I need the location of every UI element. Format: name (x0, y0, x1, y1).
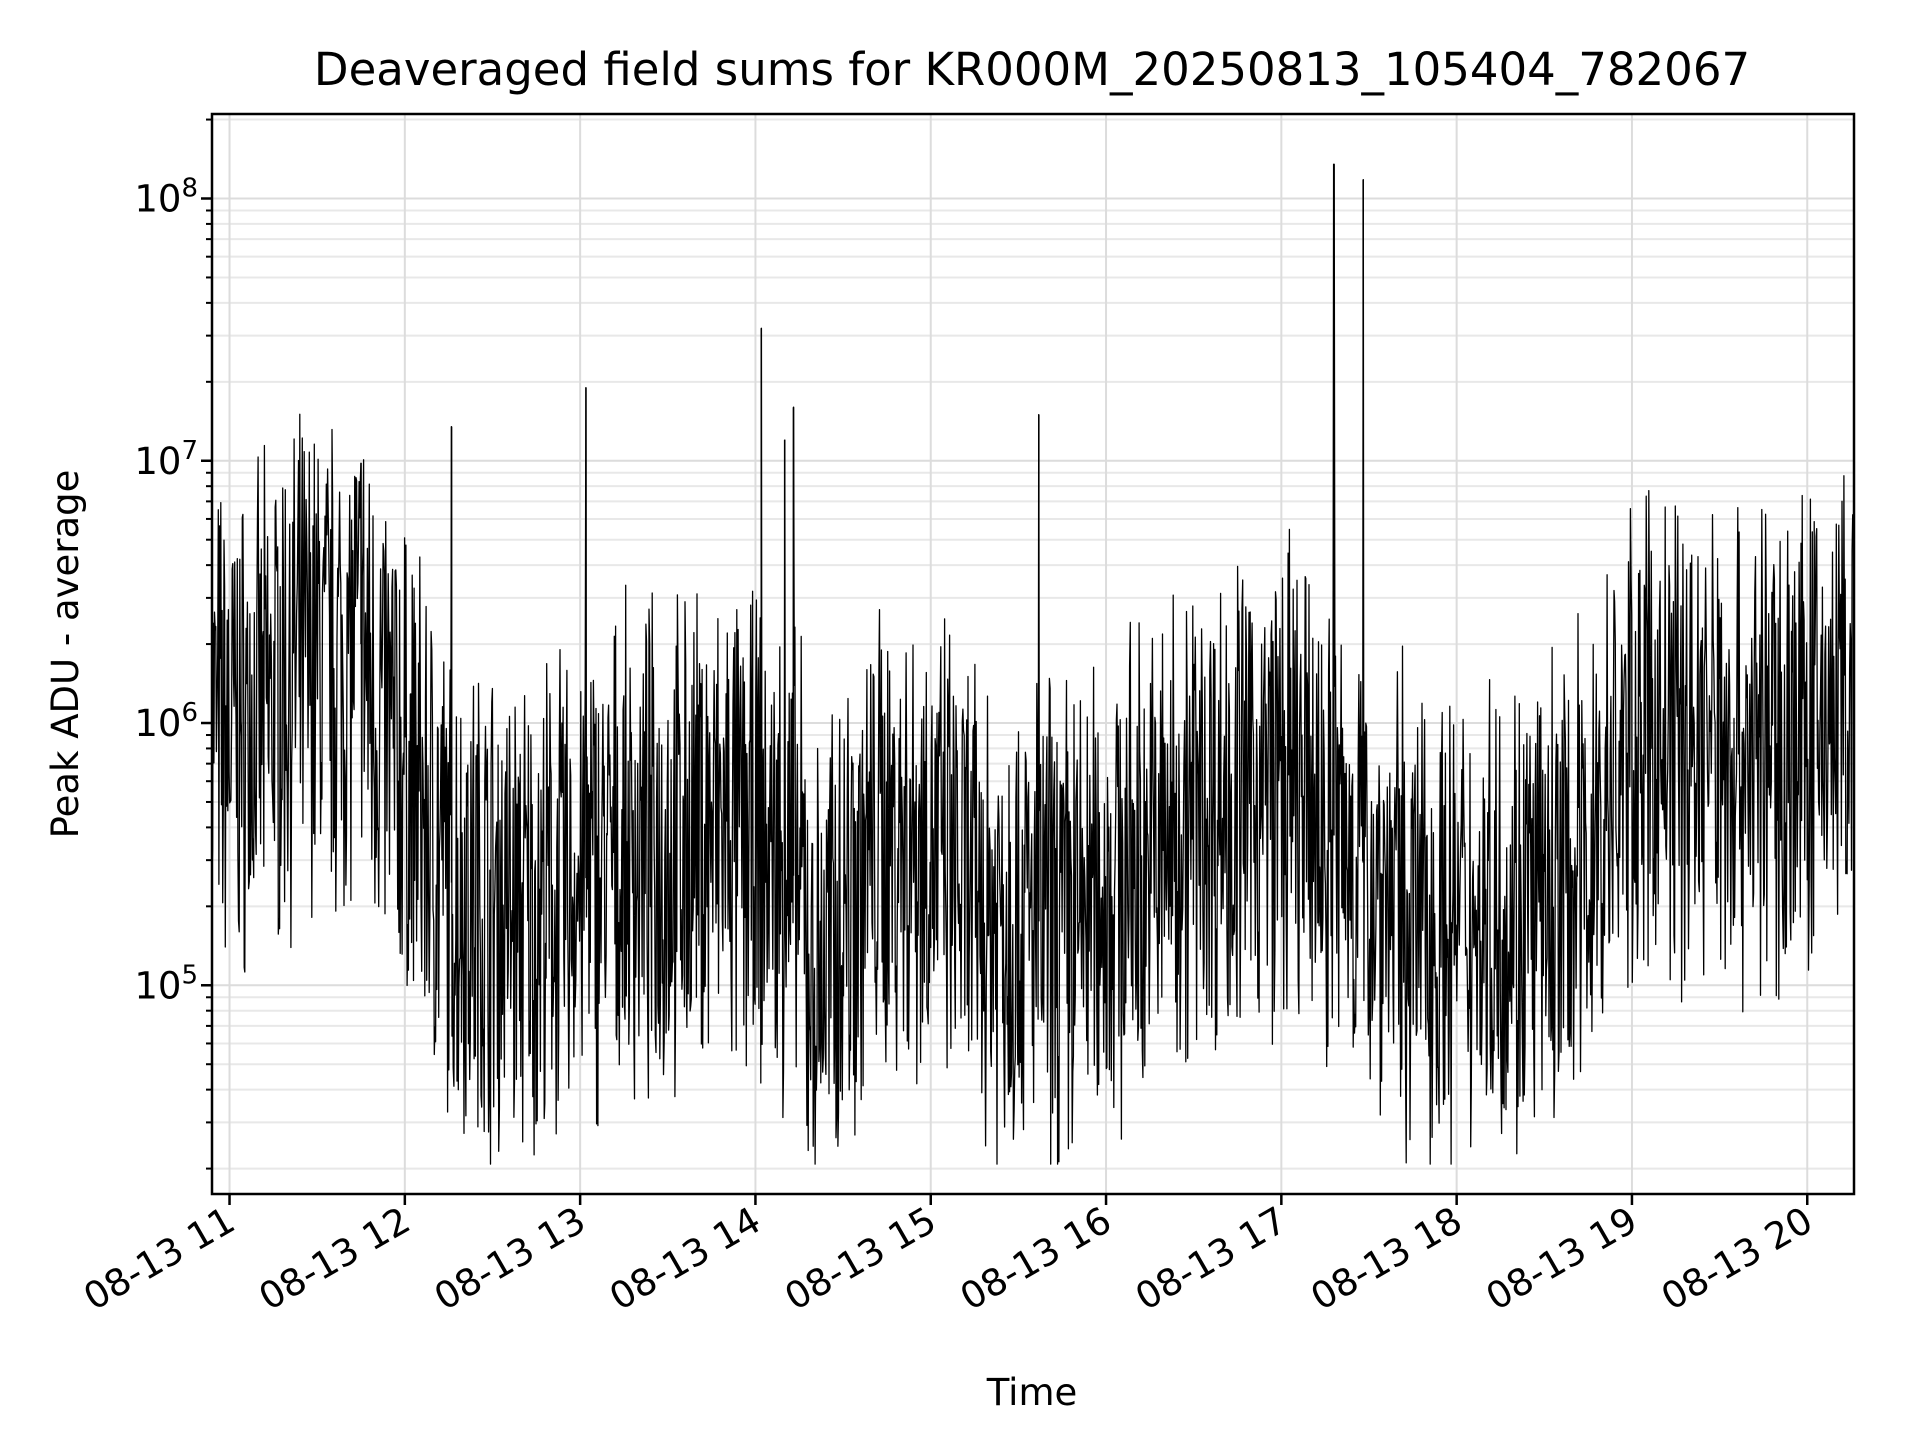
plot-frame (210, 112, 1856, 1196)
series-layer (211, 163, 1855, 1165)
grid (212, 114, 1854, 1194)
y-axis-label: Peak ADU - average (44, 470, 87, 839)
x-tick-label: 08-13 18 (1304, 1199, 1470, 1319)
y-tick-label: 105 (134, 960, 198, 1007)
x-tick-label: 08-13 20 (1654, 1199, 1820, 1319)
x-tick-label: 08-13 12 (252, 1199, 418, 1319)
x-tick-label: 08-13 19 (1479, 1199, 1645, 1319)
x-tick-label: 08-13 14 (602, 1199, 768, 1319)
y-tick-label: 107 (134, 436, 198, 483)
y-tick-label: 106 (134, 698, 198, 745)
series-line (211, 163, 1855, 1165)
chart-title: Deaveraged field sums for KR000M_2025081… (314, 43, 1750, 96)
x-axis-label: Time (986, 1371, 1078, 1414)
x-tick-label: 08-13 16 (953, 1199, 1119, 1319)
x-tick-label: 08-13 17 (1128, 1199, 1294, 1319)
x-tick-label: 08-13 13 (427, 1199, 593, 1319)
x-tick-label: 08-13 11 (76, 1199, 242, 1319)
y-tick-label: 108 (134, 174, 198, 221)
x-tick-label: 08-13 15 (778, 1199, 944, 1319)
